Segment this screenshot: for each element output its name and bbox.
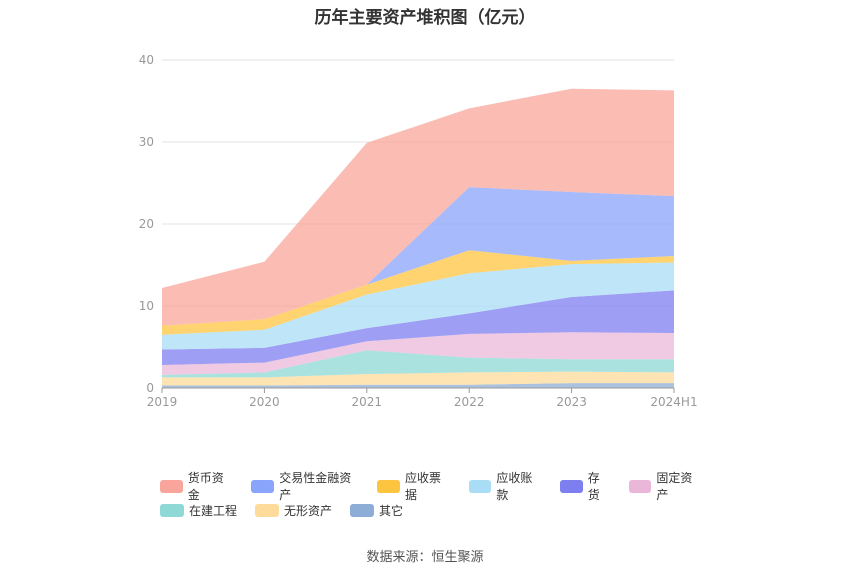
x-tick-label: 2020 (249, 395, 280, 409)
x-tick-label: 2021 (352, 395, 383, 409)
legend-item[interactable]: 存货 (560, 469, 611, 503)
legend-label: 固定资产 (656, 471, 693, 502)
data-source: 数据来源：恒生聚源 (366, 550, 484, 565)
legend-swatch (251, 479, 275, 493)
legend-swatch (350, 503, 375, 517)
area-交易性金融资产[interactable] (162, 187, 674, 326)
area-无形资产[interactable] (162, 371, 674, 386)
chart-title: 历年主要资产堆积图（亿元） (314, 8, 536, 28)
legend-row: 货币资金 交易性金融资产 应收票据 应收账款 存货 固定资产 (160, 471, 720, 502)
legend-swatch (160, 479, 183, 493)
legend-swatch (468, 479, 492, 493)
axes: 0 10 20 30 40 2019 2020 2021 2022 2023 2024H1 (139, 53, 698, 409)
legend-item[interactable]: 在建工程 (160, 502, 237, 519)
y-tick-label: 10 (139, 299, 154, 313)
legend-label: 应收票据 (404, 471, 441, 502)
legend-swatch (255, 503, 280, 517)
legend-label: 应收账款 (496, 471, 533, 502)
legend-item[interactable]: 其它 (350, 502, 403, 519)
legend-label: 无形资产 (284, 503, 333, 518)
y-tick-label: 20 (139, 217, 154, 231)
legend-item[interactable]: 应收账款 (468, 469, 542, 503)
legend-item[interactable]: 交易性金融资产 (251, 469, 359, 503)
stacked-area-chart: 0 10 20 30 40 2019 2020 2021 2022 2023 2024H1 (139, 53, 698, 409)
legend-row: 在建工程 无形资产 其它 (160, 498, 720, 522)
legend-swatch (160, 503, 184, 517)
legend-swatch (377, 479, 400, 493)
x-tick-label: 2022 (454, 395, 485, 409)
legend-item[interactable]: 固定资产 (628, 469, 702, 503)
legend-label: 在建工程 (189, 503, 238, 518)
legend-label: 其它 (379, 503, 404, 518)
legend-swatch (628, 479, 652, 493)
area-在建工程[interactable] (162, 350, 674, 378)
y-tick-label: 30 (139, 135, 154, 149)
legend-swatch (560, 479, 583, 493)
area-固定资产[interactable] (162, 332, 674, 375)
x-tick-label: 2019 (147, 395, 178, 409)
legend: 货币资金 交易性金融资产 应收票据 应收账款 存货 固定资产在建工程 无形资产 其它 (160, 471, 720, 522)
y-tick-label: 0 (146, 381, 154, 395)
legend-label: 存货 (587, 471, 600, 502)
area-应收票据[interactable] (162, 250, 674, 335)
legend-item[interactable]: 无形资产 (255, 502, 332, 519)
x-tick-label: 2023 (556, 395, 587, 409)
legend-item[interactable]: 货币资金 (160, 469, 233, 503)
legend-label: 交易性金融资产 (279, 471, 352, 502)
area-存货[interactable] (162, 290, 674, 366)
y-tick-label: 40 (139, 53, 154, 67)
area-货币资金[interactable] (162, 88, 674, 326)
area-其它[interactable] (162, 383, 674, 388)
area-series (162, 88, 674, 388)
legend-label: 货币资金 (187, 471, 224, 502)
x-tick-label: 2024H1 (650, 395, 697, 409)
area-应收账款[interactable] (162, 262, 674, 350)
legend-item[interactable]: 应收票据 (377, 469, 450, 503)
